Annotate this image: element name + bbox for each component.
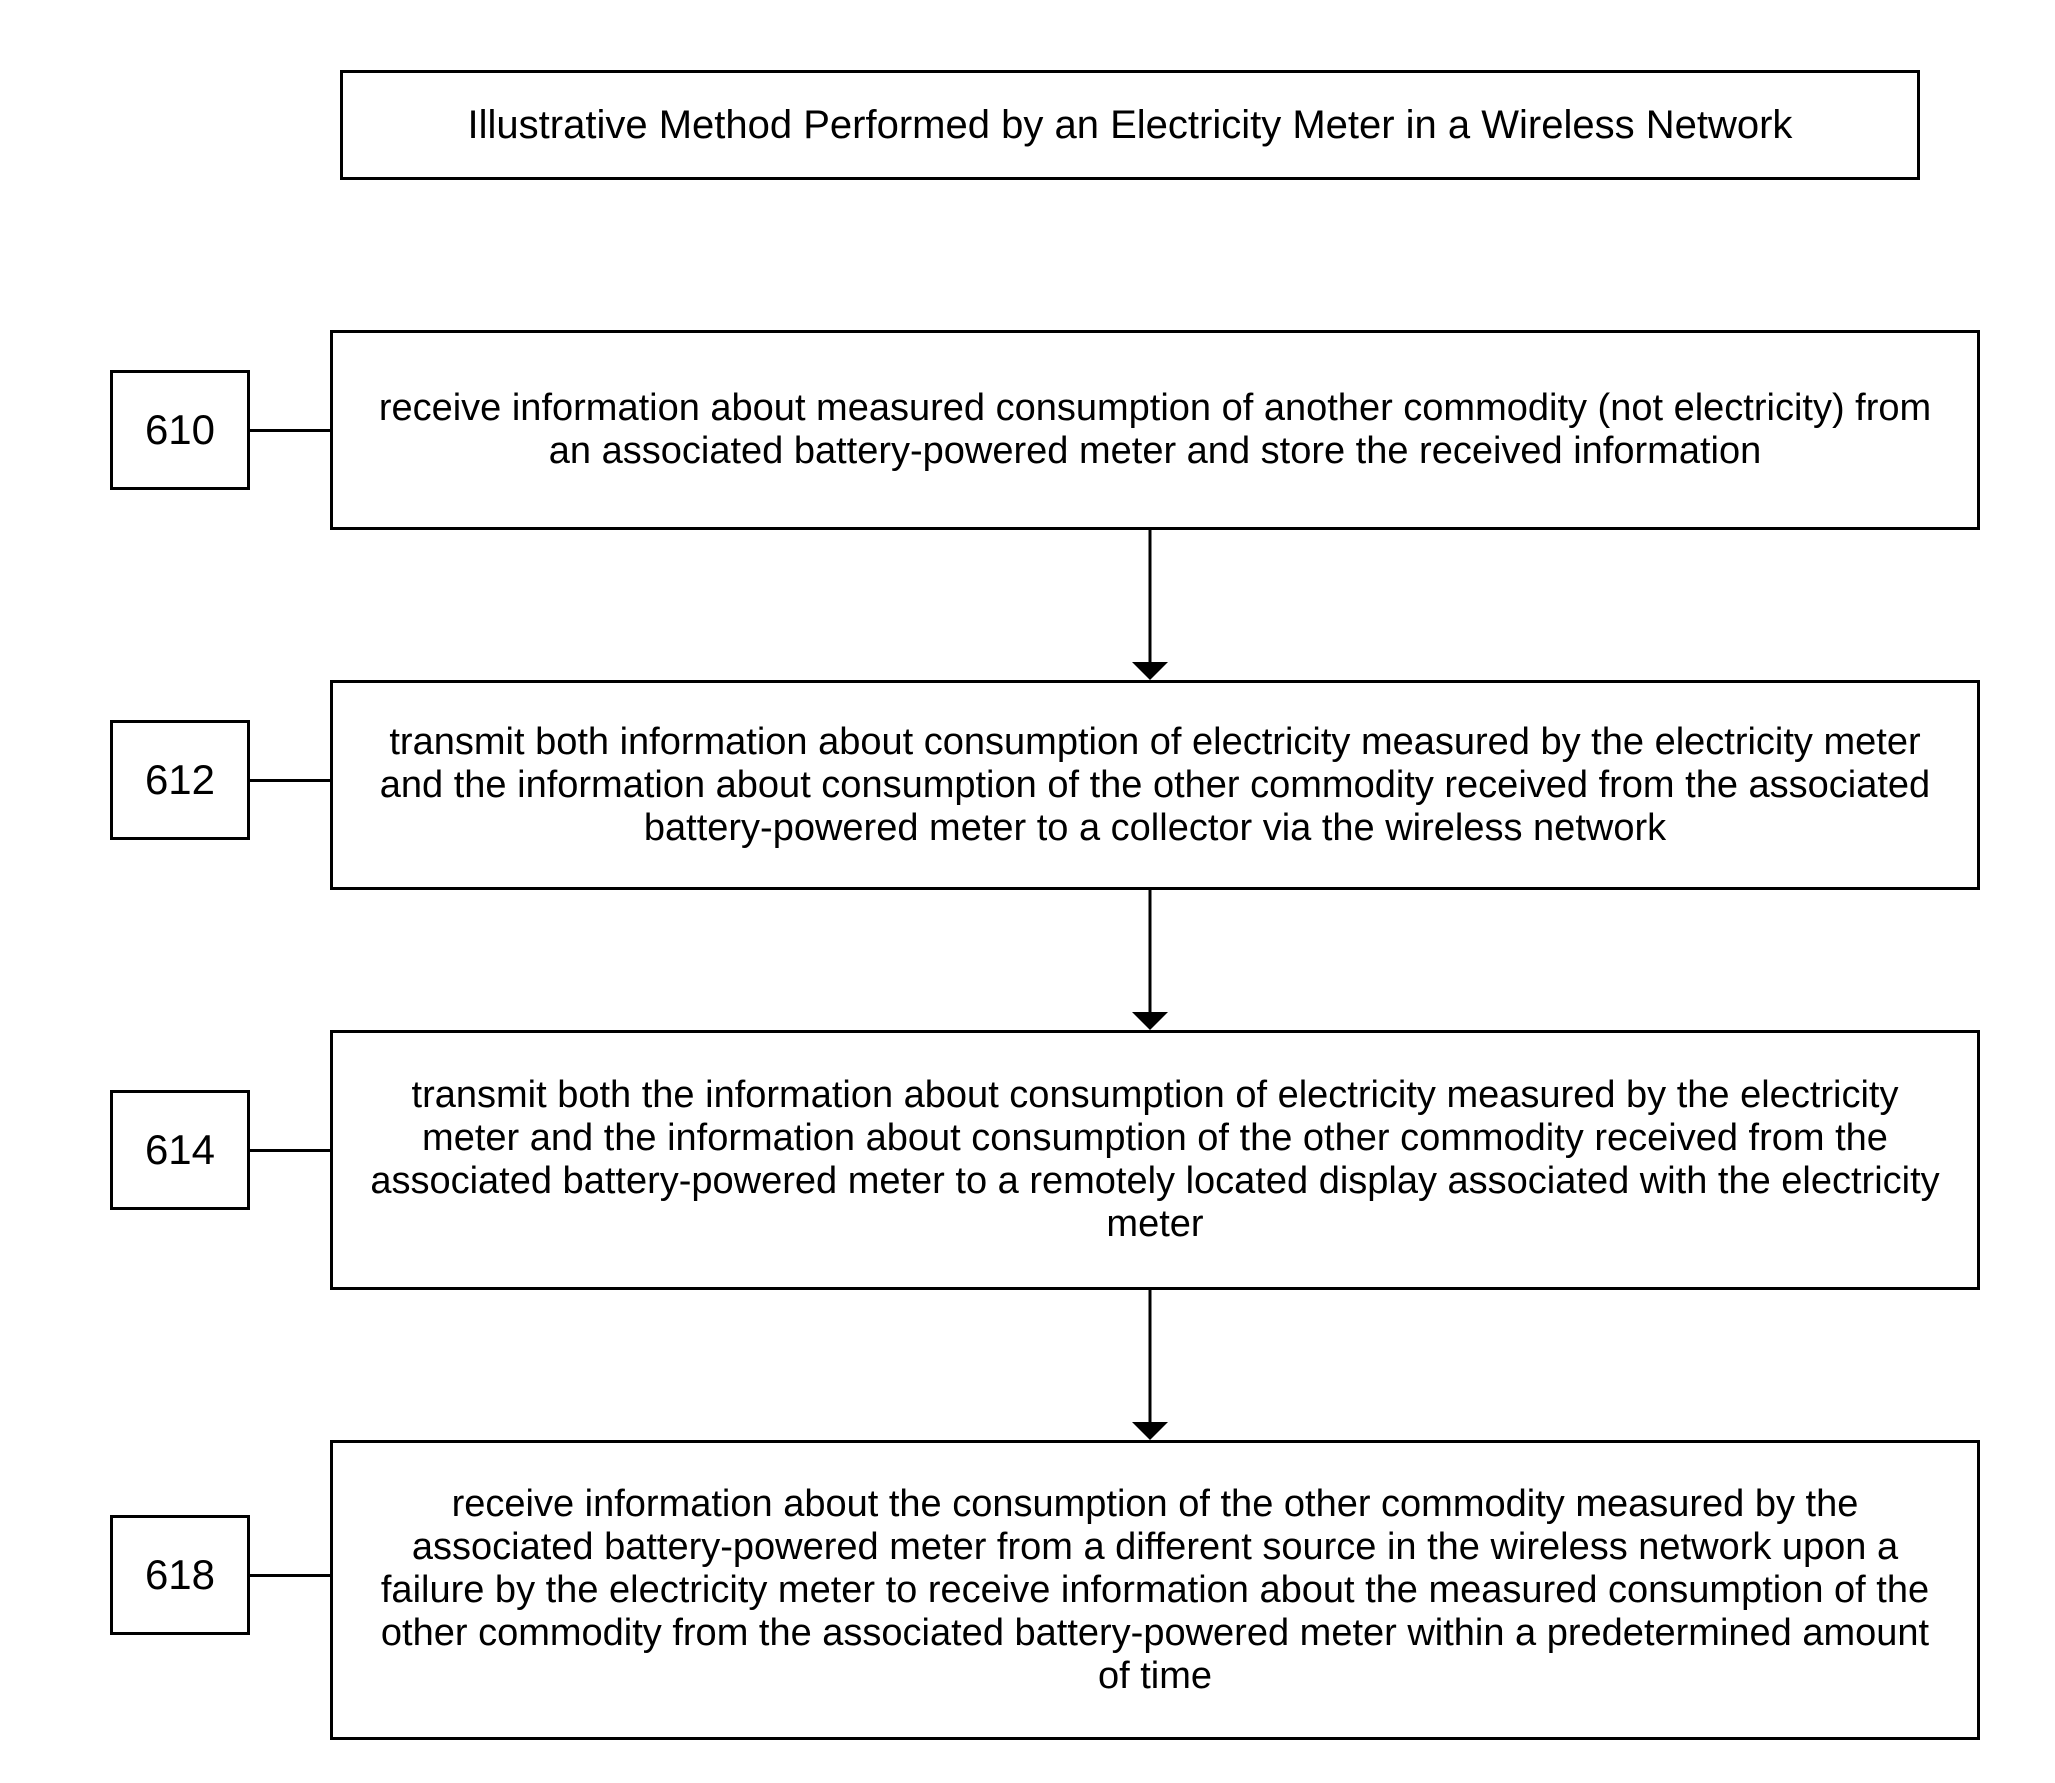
step-label-text: 618 xyxy=(145,1551,215,1599)
step-text: transmit both the information about cons… xyxy=(363,1074,1947,1246)
step-label-618: 618 xyxy=(110,1515,250,1635)
step-box-614: transmit both the information about cons… xyxy=(330,1030,1980,1290)
label-connector-614 xyxy=(250,1149,330,1152)
label-connector-610 xyxy=(250,429,330,432)
flow-arrow-2 xyxy=(1132,1290,1168,1440)
diagram-title-text: Illustrative Method Performed by an Elec… xyxy=(468,103,1793,148)
step-label-text: 612 xyxy=(145,756,215,804)
step-text: transmit both information about consumpt… xyxy=(363,721,1947,850)
label-connector-618 xyxy=(250,1574,330,1577)
step-box-612: transmit both information about consumpt… xyxy=(330,680,1980,890)
step-label-text: 610 xyxy=(145,406,215,454)
flow-arrow-1 xyxy=(1132,890,1168,1030)
flow-arrow-0 xyxy=(1132,530,1168,680)
step-label-text: 614 xyxy=(145,1126,215,1174)
step-box-610: receive information about measured consu… xyxy=(330,330,1980,530)
step-label-614: 614 xyxy=(110,1090,250,1210)
step-box-618: receive information about the consumptio… xyxy=(330,1440,1980,1740)
step-label-610: 610 xyxy=(110,370,250,490)
step-label-612: 612 xyxy=(110,720,250,840)
label-connector-612 xyxy=(250,779,330,782)
step-text: receive information about measured consu… xyxy=(363,387,1947,473)
diagram-title-box: Illustrative Method Performed by an Elec… xyxy=(340,70,1920,180)
step-text: receive information about the consumptio… xyxy=(363,1483,1947,1698)
